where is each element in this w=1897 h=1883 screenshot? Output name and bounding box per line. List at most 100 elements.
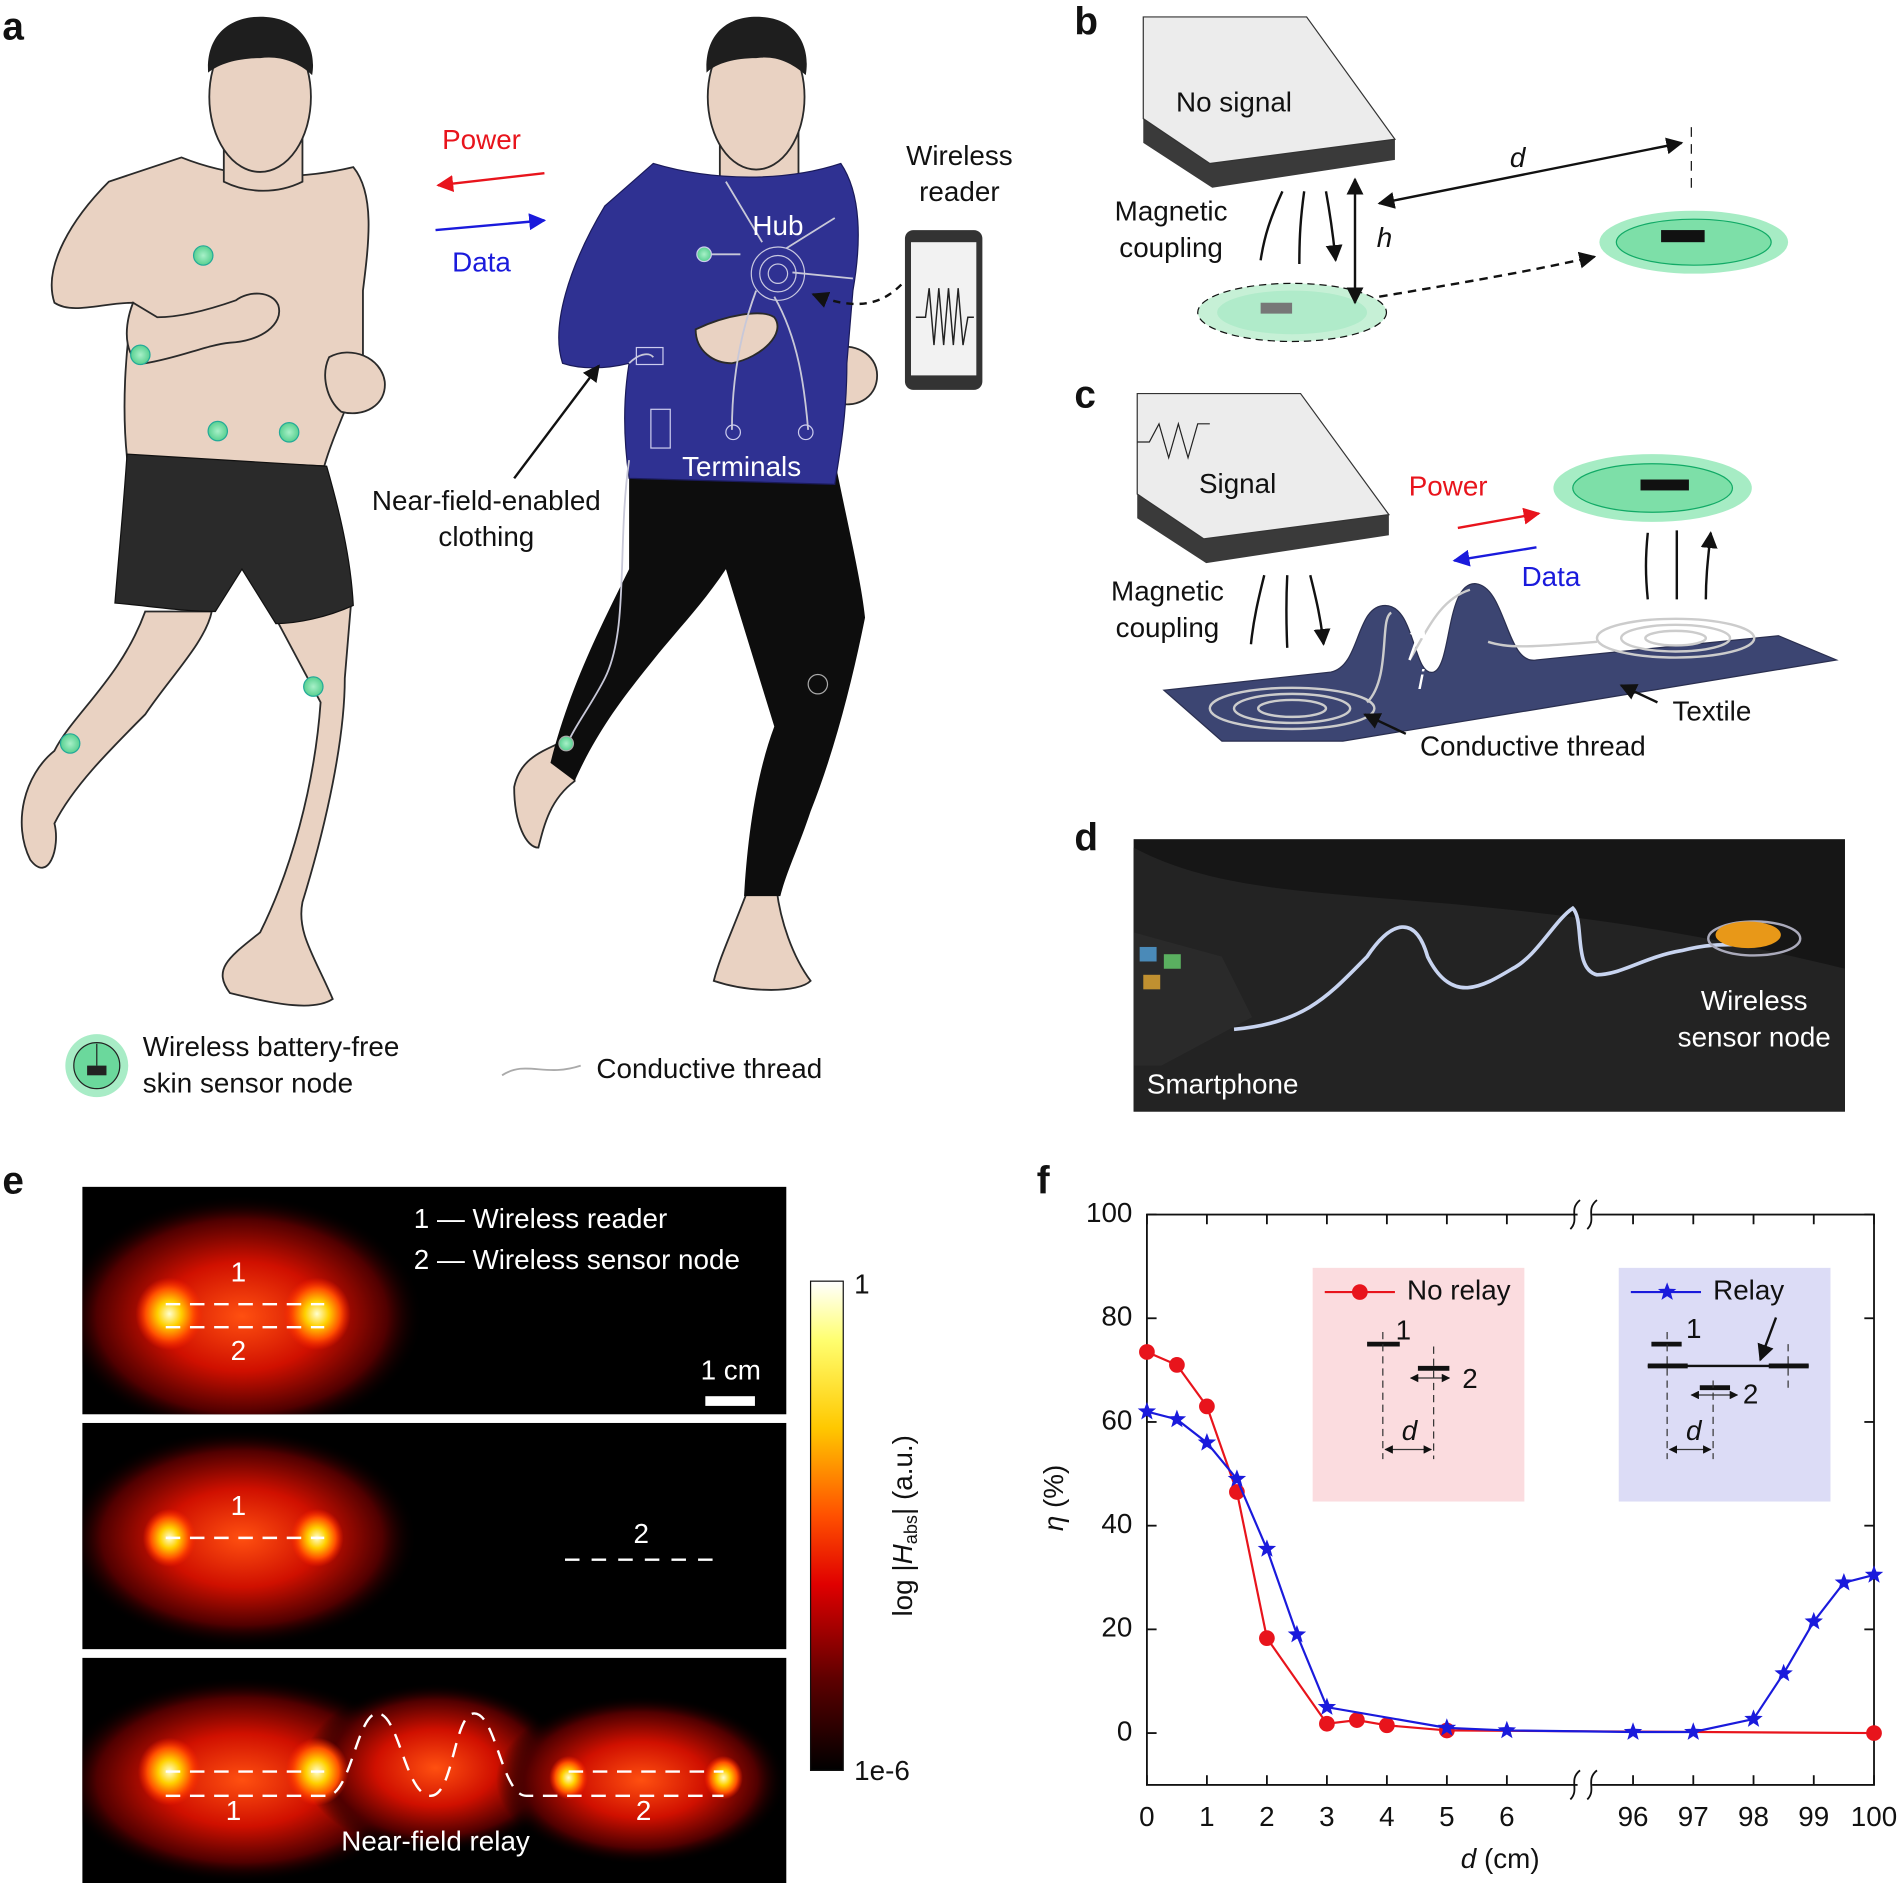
- x-tick-label: 5: [1439, 1801, 1454, 1832]
- person-skin-part: [324, 351, 386, 415]
- person-clothed-part: [567, 460, 631, 742]
- person-clothed-part: [694, 312, 779, 365]
- smartphone-label: Smartphone: [1147, 1069, 1299, 1100]
- field-map-1-part: [705, 1396, 755, 1406]
- legend-label: No relay: [1407, 1274, 1511, 1305]
- field-map-3-part: [704, 1755, 743, 1800]
- point-star: [1834, 1573, 1854, 1591]
- field-map-3-part: [165, 1712, 724, 1798]
- person-clothed-part: [635, 346, 664, 366]
- data-label: Data: [1522, 561, 1581, 592]
- field-arrows: [1249, 574, 1324, 648]
- panel-d-part: [1707, 920, 1802, 957]
- reader-phone-part: [915, 288, 974, 346]
- point-star: [1744, 1709, 1763, 1727]
- y-tick-label: 40: [1101, 1508, 1132, 1539]
- d-arrow: [1377, 137, 1684, 209]
- panel-label: a: [2, 5, 24, 48]
- colorbar-label: log |Habs| (a.u.): [887, 1435, 921, 1616]
- person-clothed-part: [797, 424, 814, 441]
- panel-label: c: [1074, 373, 1096, 416]
- point-star: [1317, 1697, 1337, 1715]
- y-axis-label: η (%): [1039, 1465, 1070, 1531]
- colorbar-label-part: log |: [887, 1564, 918, 1616]
- colorbar-min: 1e-6: [854, 1755, 910, 1786]
- panel-c-part: [1208, 686, 1376, 731]
- textile-arrow: [1619, 684, 1658, 704]
- photo-phone: [1133, 932, 1253, 1066]
- x-tick-label: 2: [1259, 1801, 1274, 1832]
- node-chip: [1260, 302, 1293, 314]
- relay-label: Near-field relay: [341, 1825, 530, 1856]
- field-arrows: [1259, 190, 1336, 264]
- link-arrow: [811, 283, 903, 308]
- thread-path: [1366, 588, 1598, 704]
- x-axis-label: d (cm): [1461, 1844, 1540, 1875]
- panel-c: c Signal Power Data Magnetic coupling i …: [1074, 373, 1839, 762]
- panel-d-part: [1163, 954, 1181, 969]
- node-chip: [1640, 479, 1689, 491]
- phone-edge: [1143, 118, 1395, 188]
- node-label: sensor node: [1678, 1021, 1831, 1052]
- x-tick-label: 3: [1319, 1801, 1334, 1832]
- point: [1866, 1725, 1882, 1741]
- point: [1169, 1357, 1185, 1373]
- key-label: 2 — Wireless sensor node: [414, 1244, 740, 1275]
- up-arrows: [1644, 530, 1711, 600]
- move-arrow: [1378, 251, 1597, 298]
- point-star: [1623, 1722, 1643, 1740]
- phone-signal: [1137, 421, 1210, 460]
- person-clothed-part: [767, 263, 789, 284]
- phone-label: No signal: [1176, 86, 1292, 117]
- data-arrow: [435, 213, 547, 232]
- panel-f: f 1 2 d 1 2 d d (cm) η (%) 0 20 40 60 80 100 0…: [1037, 1159, 1897, 1874]
- axis-break-gap: [1577, 1210, 1593, 1219]
- inset-schematic: [1367, 1317, 1809, 1460]
- sensor-nodes-part: [130, 344, 151, 366]
- person-skin-part: [221, 604, 352, 1007]
- panel-a: a Power Data Wireless reade: [2, 5, 1012, 1098]
- coupling-label: Magnetic: [1115, 195, 1228, 226]
- person-skin-part: [114, 453, 354, 625]
- x-axis-label-part: (cm): [1476, 1844, 1539, 1875]
- coupling-label: Magnetic: [1111, 576, 1224, 607]
- point-star: [1864, 1565, 1884, 1583]
- axis-break-mark: [1569, 1769, 1598, 1801]
- current-label: i: [1418, 664, 1425, 695]
- point: [1379, 1717, 1395, 1734]
- inset-label: d: [1402, 1415, 1419, 1446]
- panel-label: f: [1037, 1159, 1050, 1202]
- coil-label: 1: [231, 1490, 246, 1521]
- colorbar-label-part: abs: [901, 1515, 921, 1544]
- legend-node-label: skin sensor node: [143, 1067, 353, 1098]
- power-arrow: [1457, 507, 1541, 530]
- person-clothed-part: [706, 16, 807, 76]
- inset-label: d: [1686, 1415, 1703, 1446]
- x-tick-label: 6: [1499, 1801, 1514, 1832]
- d-label: d: [1510, 142, 1527, 173]
- node-label: Wireless: [1701, 985, 1808, 1016]
- legend-node-icon-part: [87, 1065, 107, 1076]
- reader-phone: [904, 230, 983, 390]
- panel-label: d: [1074, 817, 1098, 860]
- coil-label: 1: [231, 1256, 246, 1287]
- coupling-label: coupling: [1116, 612, 1220, 643]
- panel-c-part: [1232, 692, 1352, 725]
- field-map-1: [82, 1186, 787, 1415]
- field-map-1-part: [283, 1277, 351, 1351]
- y-tick-label: 20: [1101, 1612, 1132, 1643]
- colorbar-max: 1: [854, 1268, 869, 1299]
- clothing-arrow: [513, 364, 600, 480]
- textile-label: Textile: [1672, 696, 1751, 727]
- axis-break-mark: [1569, 1199, 1598, 1230]
- inset-schematic-part: [1757, 1317, 1778, 1362]
- person-clothed-part: [759, 254, 797, 293]
- colorbar-label-part: H: [887, 1543, 918, 1564]
- sensor-nodes-part: [207, 420, 229, 442]
- panel-c-part: [1644, 629, 1708, 647]
- h-label: h: [1377, 222, 1392, 253]
- legend-label: Relay: [1713, 1274, 1784, 1305]
- y-axis-label-part: η: [1039, 1516, 1070, 1531]
- field-map-1-part: [135, 1277, 204, 1351]
